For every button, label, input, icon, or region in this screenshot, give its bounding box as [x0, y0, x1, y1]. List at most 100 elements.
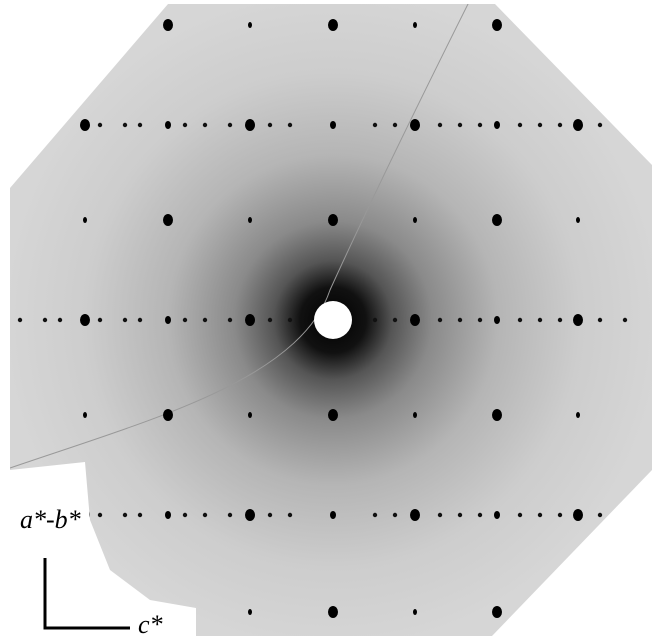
spot [203, 513, 207, 517]
spot [518, 123, 522, 127]
spot [438, 123, 442, 127]
spot [58, 318, 62, 322]
spot [83, 217, 87, 223]
spot [492, 606, 502, 618]
spot [623, 513, 627, 517]
spot [478, 123, 482, 127]
spot [518, 318, 522, 322]
spot [228, 318, 232, 322]
spot [393, 513, 397, 517]
spot [573, 119, 583, 131]
spot [413, 412, 417, 418]
spot [163, 19, 173, 31]
spot [138, 513, 142, 517]
spot [518, 513, 522, 517]
spot [245, 119, 255, 131]
spot [18, 318, 22, 322]
spot [492, 19, 502, 31]
spot [492, 409, 502, 421]
spot [438, 513, 442, 517]
spot [248, 217, 252, 223]
horizontal-axis-label: c* [138, 610, 163, 639]
spot [458, 318, 462, 322]
spot [268, 123, 272, 127]
spot [410, 314, 420, 326]
spot [373, 318, 377, 322]
spot [393, 123, 397, 127]
spot [228, 513, 232, 517]
spot [478, 513, 482, 517]
spot [623, 318, 627, 322]
spot [98, 513, 102, 517]
spot [83, 412, 87, 418]
spot [598, 123, 602, 127]
spot [288, 123, 292, 127]
spot [494, 511, 500, 519]
spot [183, 123, 187, 127]
spot [538, 513, 542, 517]
spot [410, 509, 420, 521]
spot [538, 318, 542, 322]
spot [328, 606, 338, 618]
spot [123, 123, 127, 127]
spot [373, 123, 377, 127]
spot [165, 121, 171, 129]
spot [393, 318, 397, 322]
spot [598, 513, 602, 517]
spot [576, 609, 580, 615]
spot [268, 318, 272, 322]
spot [576, 22, 580, 28]
spot [438, 318, 442, 322]
spot [623, 123, 627, 127]
spot [163, 214, 173, 226]
spot [138, 318, 142, 322]
spot [80, 119, 90, 131]
spot [330, 511, 336, 519]
spot [248, 609, 252, 615]
spot [576, 412, 580, 418]
spot [573, 314, 583, 326]
spot [58, 123, 62, 127]
spot [165, 316, 171, 324]
spot [576, 217, 580, 223]
spot [183, 513, 187, 517]
spot [328, 214, 338, 226]
diffraction-pattern: a*-b* c* [0, 0, 652, 640]
spot [494, 121, 500, 129]
spot [538, 123, 542, 127]
spot [373, 513, 377, 517]
spot [123, 513, 127, 517]
spot [98, 318, 102, 322]
spot [123, 318, 127, 322]
spot [494, 316, 500, 324]
spot [245, 509, 255, 521]
spot [598, 318, 602, 322]
spot [43, 123, 47, 127]
spot [492, 214, 502, 226]
spot [183, 318, 187, 322]
beam-stop [314, 301, 352, 339]
spot [80, 314, 90, 326]
spot [163, 409, 173, 421]
spot [18, 123, 22, 127]
spot [83, 22, 87, 28]
spot [413, 217, 417, 223]
spot [328, 19, 338, 31]
spot [138, 123, 142, 127]
spot [248, 412, 252, 418]
spot [458, 513, 462, 517]
spot [163, 606, 173, 618]
spot [203, 123, 207, 127]
spot [248, 22, 252, 28]
spot [288, 318, 292, 322]
spot [330, 121, 336, 129]
spot [558, 318, 562, 322]
spot [228, 123, 232, 127]
spot [413, 609, 417, 615]
spot [328, 409, 338, 421]
spot [458, 123, 462, 127]
spot [43, 318, 47, 322]
spot [98, 123, 102, 127]
spot [573, 509, 583, 521]
spot [558, 123, 562, 127]
